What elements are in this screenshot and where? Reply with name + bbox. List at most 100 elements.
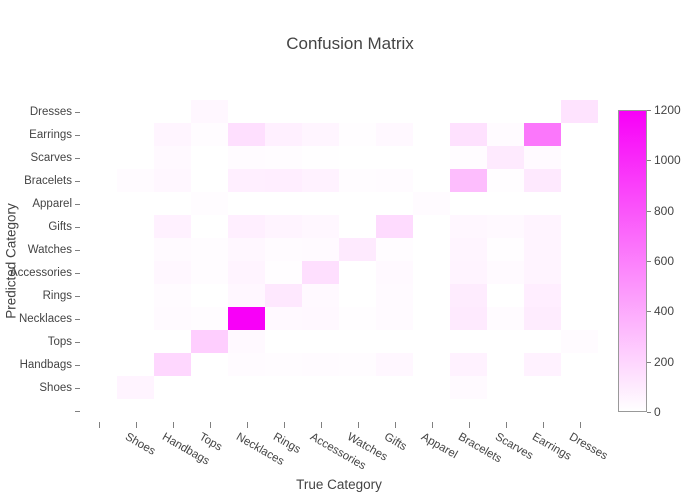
heatmap-cell[interactable] [117,100,154,123]
heatmap-cell[interactable] [339,261,376,284]
heatmap-cell[interactable] [80,307,117,330]
heatmap-cell[interactable] [191,238,228,261]
heatmap-cell[interactable] [191,330,228,353]
heatmap-cell[interactable] [376,146,413,169]
heatmap-cell[interactable] [80,215,117,238]
heatmap-cell[interactable] [339,307,376,330]
heatmap-cell[interactable] [265,353,302,376]
heatmap-cell[interactable] [154,376,191,399]
heatmap-cell[interactable] [80,238,117,261]
heatmap-cell[interactable] [265,330,302,353]
heatmap-cell[interactable] [265,192,302,215]
heatmap-cell[interactable] [154,330,191,353]
heatmap-cell[interactable] [450,261,487,284]
heatmap-cell[interactable] [154,284,191,307]
heatmap-cell[interactable] [487,192,524,215]
heatmap-cell[interactable] [302,330,339,353]
heatmap-cell[interactable] [487,169,524,192]
heatmap-cell[interactable] [154,353,191,376]
heatmap-cell[interactable] [265,376,302,399]
heatmap-cell[interactable] [524,307,561,330]
heatmap-cell[interactable] [561,238,598,261]
heatmap-cell[interactable] [376,307,413,330]
heatmap-cell[interactable] [117,284,154,307]
heatmap-cell[interactable] [117,238,154,261]
heatmap-cell[interactable] [561,376,598,399]
heatmap-cell[interactable] [228,169,265,192]
heatmap-cell[interactable] [302,100,339,123]
heatmap-cell[interactable] [413,330,450,353]
heatmap-cell[interactable] [265,146,302,169]
heatmap-cell[interactable] [191,261,228,284]
heatmap-cell[interactable] [339,169,376,192]
heatmap-cell[interactable] [117,353,154,376]
heatmap-cell[interactable] [524,238,561,261]
heatmap-cell[interactable] [191,146,228,169]
heatmap-cell[interactable] [450,146,487,169]
heatmap-cell[interactable] [154,123,191,146]
heatmap-cell[interactable] [487,238,524,261]
heatmap-cell[interactable] [265,238,302,261]
heatmap-cell[interactable] [302,238,339,261]
heatmap-cell[interactable] [413,376,450,399]
heatmap-cell[interactable] [191,192,228,215]
heatmap-cell[interactable] [80,376,117,399]
heatmap-cell[interactable] [339,192,376,215]
heatmap-cell[interactable] [339,284,376,307]
heatmap-cell[interactable] [191,284,228,307]
heatmap-cell[interactable] [376,100,413,123]
heatmap-cell[interactable] [154,399,191,422]
heatmap-cell[interactable] [524,284,561,307]
heatmap-cell[interactable] [450,238,487,261]
heatmap-cell[interactable] [561,330,598,353]
heatmap-cell[interactable] [561,123,598,146]
heatmap-cell[interactable] [450,307,487,330]
heatmap-cell[interactable] [80,169,117,192]
heatmap-cell[interactable] [228,307,265,330]
heatmap-cell[interactable] [524,123,561,146]
heatmap-cell[interactable] [413,307,450,330]
heatmap-cell[interactable] [302,261,339,284]
heatmap-cell[interactable] [413,146,450,169]
heatmap-cell[interactable] [524,376,561,399]
heatmap-cell[interactable] [117,215,154,238]
heatmap-cell[interactable] [117,307,154,330]
heatmap-cell[interactable] [339,399,376,422]
heatmap-cell[interactable] [191,376,228,399]
heatmap-cell[interactable] [302,376,339,399]
heatmap-cell[interactable] [228,146,265,169]
heatmap-cell[interactable] [154,100,191,123]
heatmap-cell[interactable] [561,100,598,123]
heatmap-cell[interactable] [450,100,487,123]
heatmap-cell[interactable] [561,307,598,330]
heatmap-cell[interactable] [228,100,265,123]
heatmap-cell[interactable] [487,146,524,169]
heatmap-cell[interactable] [376,215,413,238]
heatmap-cell[interactable] [80,261,117,284]
heatmap-cell[interactable] [450,399,487,422]
heatmap-cell[interactable] [117,123,154,146]
heatmap-cell[interactable] [561,353,598,376]
heatmap-cell[interactable] [487,261,524,284]
heatmap-cell[interactable] [265,100,302,123]
heatmap-cell[interactable] [413,215,450,238]
heatmap-cell[interactable] [450,330,487,353]
heatmap-cell[interactable] [339,376,376,399]
heatmap-cell[interactable] [154,215,191,238]
heatmap-cell[interactable] [302,284,339,307]
heatmap-cell[interactable] [487,399,524,422]
heatmap-cell[interactable] [450,123,487,146]
heatmap-cell[interactable] [524,330,561,353]
heatmap-cell[interactable] [191,123,228,146]
heatmap-cell[interactable] [524,215,561,238]
heatmap-cell[interactable] [154,261,191,284]
heatmap-cell[interactable] [524,169,561,192]
heatmap-cell[interactable] [524,261,561,284]
heatmap-cell[interactable] [154,169,191,192]
heatmap-cell[interactable] [80,146,117,169]
heatmap-cell[interactable] [339,123,376,146]
heatmap-cell[interactable] [302,123,339,146]
heatmap-cell[interactable] [80,192,117,215]
heatmap-cell[interactable] [376,330,413,353]
heatmap-cell[interactable] [154,238,191,261]
